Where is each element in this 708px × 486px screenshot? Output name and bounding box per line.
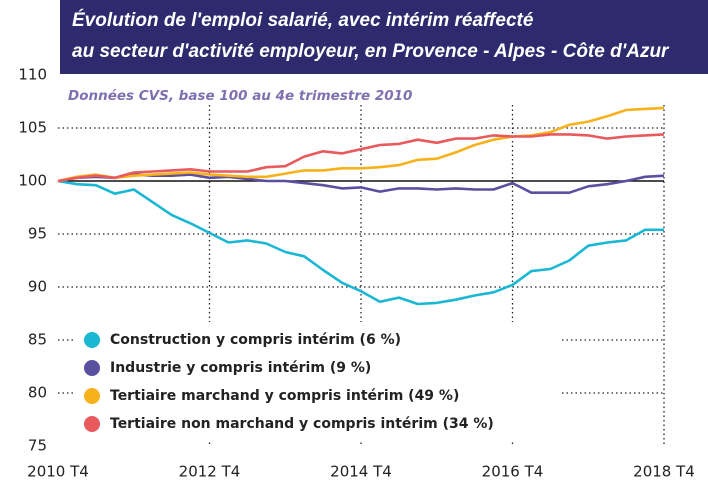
legend-label: Tertiaire non marchand y compris intérim…: [110, 416, 494, 432]
chart-title: au secteur d'activité employeur, en Prov…: [72, 41, 670, 62]
legend-label: Tertiaire marchand y compris intérim (49…: [110, 388, 459, 404]
y-tick-label: 85: [28, 331, 47, 349]
y-tick-label: 75: [28, 437, 47, 455]
chart-title: Évolution de l'emploi salarié, avec inté…: [72, 9, 534, 31]
legend-swatch: [84, 416, 100, 432]
legend-label: Industrie y compris intérim (9 %): [110, 360, 371, 376]
legend-swatch: [84, 360, 100, 376]
y-tick-label: 105: [18, 119, 47, 137]
y-tick-label: 80: [28, 384, 47, 402]
x-tick-label: 2014 T4: [330, 463, 392, 481]
legend-swatch: [84, 388, 100, 404]
legend: Construction y compris intérim (6 %) Indu…: [84, 332, 494, 432]
x-tick-label: 2016 T4: [482, 463, 544, 481]
title-box: [60, 0, 708, 74]
x-tick-label: 2012 T4: [179, 463, 241, 481]
y-tick-label: 100: [18, 172, 47, 190]
series-line: [57, 106, 665, 183]
legend-label: Construction y compris intérim (6 %): [110, 332, 401, 348]
y-tick-label: 90: [28, 278, 47, 296]
series-line: [57, 133, 665, 183]
y-tick-label: 95: [28, 225, 47, 243]
x-tick-label: 2018 T4: [633, 463, 695, 481]
y-tick-label: 110: [18, 66, 47, 84]
legend-box: [74, 322, 560, 440]
grid: 75 80 85 90 95 100 105 110 2010 T4 2012 T4 2014 T4…: [18, 66, 694, 481]
lines: [57, 106, 665, 306]
x-tick-label: 2010 T4: [27, 463, 89, 481]
chart-subtitle: Données CVS, base 100 au 4e trimestre 20…: [68, 88, 412, 104]
series-line: [57, 179, 664, 306]
series-line: [57, 173, 665, 194]
legend-swatch: [84, 332, 100, 348]
